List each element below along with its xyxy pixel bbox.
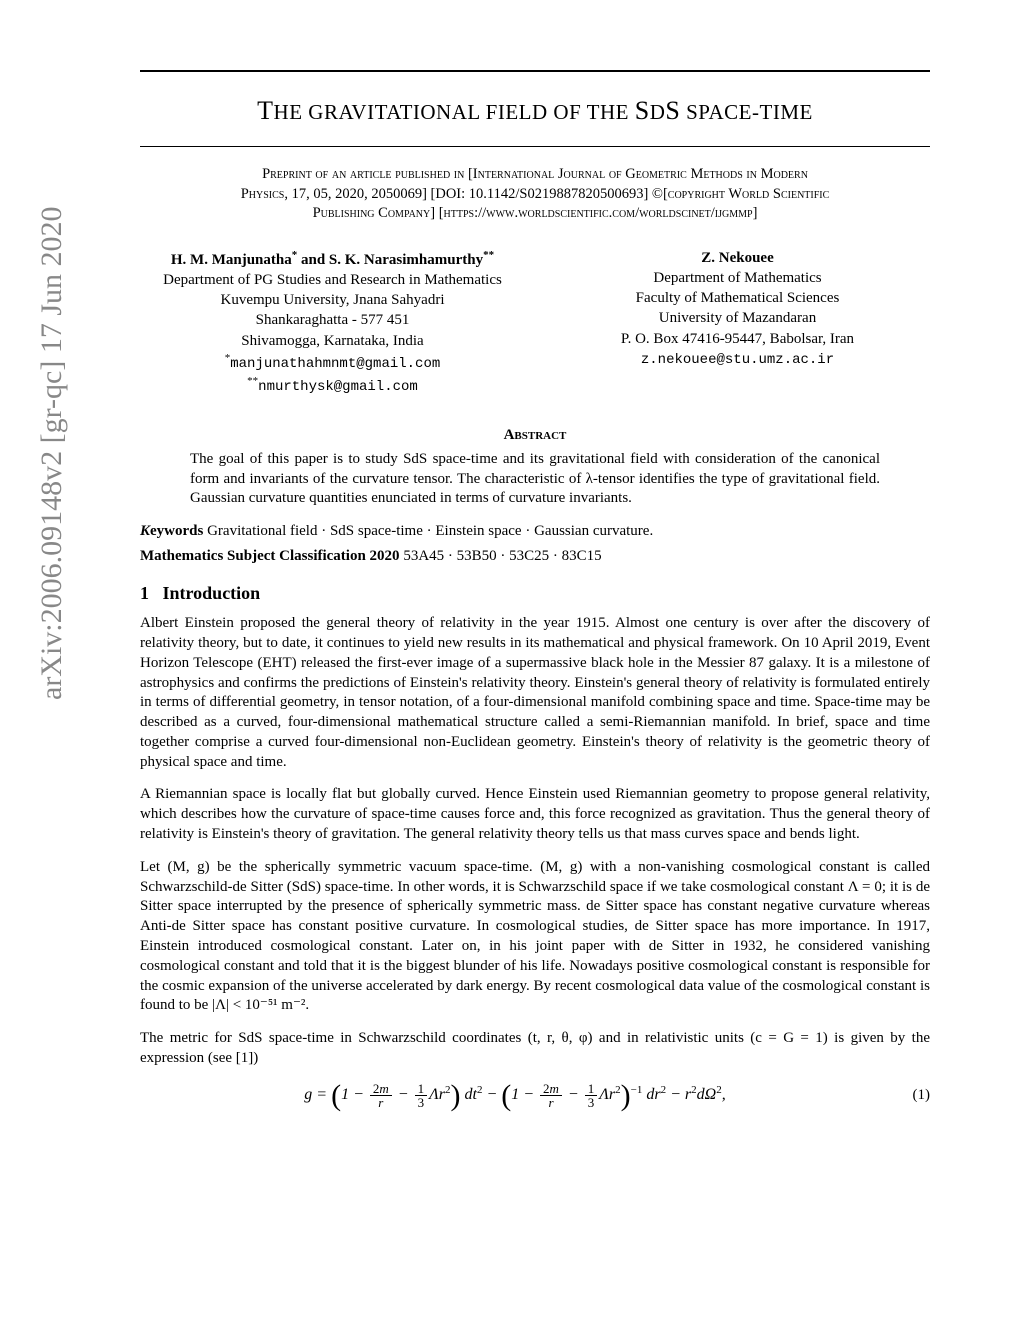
affil-left-1: Department of PG Studies and Research in…	[150, 270, 515, 290]
title-sds-1: S	[635, 96, 650, 125]
paragraph-3: Let (M, g) be the spherically symmetric …	[140, 858, 930, 1016]
affil-left-3: Shankaraghatta - 577 451	[150, 310, 515, 330]
title-sds-2: D	[650, 100, 666, 124]
author-block-right: Z. Nekouee Department of Mathematics Fac…	[555, 248, 920, 397]
affil-right-4: P. O. Box 47416-95447, Babolsar, Iran	[555, 329, 920, 349]
keywords-line: Keywords Gravitational field · SdS space…	[140, 523, 930, 540]
msc-line: Mathematics Subject Classification 2020 …	[140, 548, 930, 565]
affil-right-1: Department of Mathematics	[555, 268, 920, 288]
affil-right-3: University of Mazandaran	[555, 308, 920, 328]
paragraph-2: A Riemannian space is locally flat but g…	[140, 785, 930, 844]
page-content: THE GRAVITATIONAL FIELD OF THE SDS SPACE…	[0, 0, 1020, 1153]
title-sds-3: S	[665, 96, 680, 125]
pubnote-line-1: Preprint of an article published in [Int…	[180, 165, 890, 185]
affil-left-4: Shivamogga, Karnataka, India	[150, 331, 515, 351]
author-names-right: Z. Nekouee	[555, 248, 920, 268]
rule-below-title	[140, 146, 930, 147]
paragraph-1: Albert Einstein proposed the general the…	[140, 614, 930, 772]
email-right-1: z.nekouee@stu.umz.ac.ir	[555, 349, 920, 370]
title-part-1: T	[257, 96, 273, 125]
equation-1-number: (1)	[890, 1087, 930, 1104]
msc-label: Mathematics Subject Classification 2020	[140, 548, 400, 564]
publication-note: Preprint of an article published in [Int…	[180, 165, 890, 224]
equation-1-row: g = (1 − 2mr − 13Λr2) dt2 − (1 − 2mr − 1…	[140, 1082, 930, 1109]
pubnote-line-2: Physics, 17, 05, 2020, 2050069] [DOI: 10…	[180, 185, 890, 205]
msc-text: 53A45 · 53B50 · 53C25 · 83C15	[400, 548, 602, 564]
abstract-body: The goal of this paper is to study SdS s…	[190, 450, 880, 509]
affil-left-2: Kuvempu University, Jnana Sahyadri	[150, 290, 515, 310]
keywords-text: Gravitational field · SdS space-time · E…	[203, 523, 653, 539]
title-part-tail: SPACE-TIME	[680, 100, 813, 124]
title-part-2: HE GRAVITATIONAL FIELD OF THE	[274, 100, 635, 124]
section-1-heading: 1 Introduction	[140, 583, 930, 604]
paper-title: THE GRAVITATIONAL FIELD OF THE SDS SPACE…	[140, 96, 930, 126]
authors-row: H. M. Manjunatha* and S. K. Narasimhamur…	[150, 248, 920, 397]
section-1-title: Introduction	[163, 583, 261, 603]
author-names-left: H. M. Manjunatha* and S. K. Narasimhamur…	[150, 248, 515, 270]
abstract-heading: Abstract	[140, 427, 930, 444]
pubnote-line-3: Publishing Company] [https://www.worldsc…	[180, 204, 890, 224]
paragraph-4: The metric for SdS space-time in Schwarz…	[140, 1029, 930, 1069]
rule-top	[140, 70, 930, 72]
affil-right-2: Faculty of Mathematical Sciences	[555, 288, 920, 308]
author-block-left: H. M. Manjunatha* and S. K. Narasimhamur…	[150, 248, 515, 397]
equation-1: g = (1 − 2mr − 13Λr2) dt2 − (1 − 2mr − 1…	[140, 1082, 890, 1109]
email-left-2: **nmurthysk@gmail.com	[150, 374, 515, 397]
section-1-num: 1	[140, 583, 149, 603]
email-left-1: *manjunathahmnmt@gmail.com	[150, 351, 515, 374]
